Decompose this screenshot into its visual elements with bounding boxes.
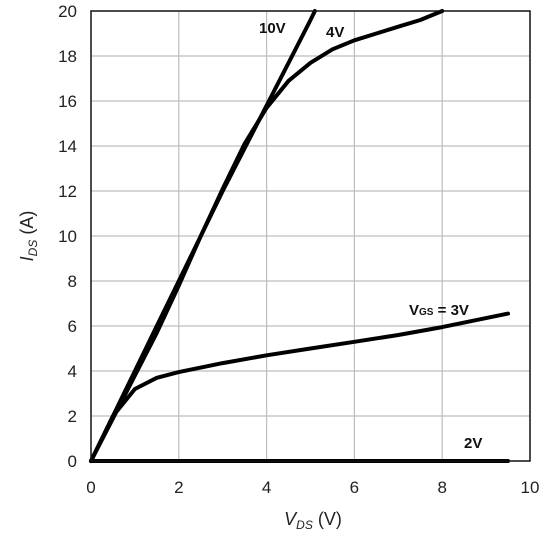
curve-labels: 10V 4V VGS = 3V 2V [259, 20, 482, 452]
y-tick-label: 12 [58, 182, 77, 201]
curve-label: 2V [464, 435, 482, 452]
curve-label: 10V [259, 20, 286, 37]
gridlines [91, 11, 530, 461]
y-tick-label: 6 [68, 317, 77, 336]
y-tick-label: 4 [68, 362, 77, 381]
series-line-4v [89, 9, 445, 463]
y-tick-label: 8 [68, 272, 77, 291]
x-tick-label: 4 [262, 478, 271, 497]
tick-labels: 0 2 4 6 8 10 0 2 4 6 8 10 12 14 16 18 20 [58, 2, 539, 497]
x-tick-label: 0 [86, 478, 95, 497]
y-tick-label: 0 [68, 452, 77, 471]
curve-label: 4V [326, 24, 344, 41]
x-tick-label: 8 [437, 478, 446, 497]
x-tick-label: 6 [350, 478, 359, 497]
series-line-vgs-3v [89, 311, 510, 463]
y-tick-label: 18 [58, 47, 77, 66]
y-axis-label: IDS (A) [17, 211, 40, 262]
x-tick-label: 2 [174, 478, 183, 497]
y-tick-label: 2 [68, 407, 77, 426]
y-tick-label: 10 [58, 227, 77, 246]
y-tick-label: 20 [58, 2, 77, 21]
y-tick-label: 16 [58, 92, 77, 111]
x-axis-label: VDS (V) [284, 509, 342, 532]
y-tick-label: 14 [58, 137, 77, 156]
x-tick-label: 10 [521, 478, 540, 497]
plot-frame [90, 10, 531, 462]
curve-label: VGS = 3V [409, 302, 469, 319]
